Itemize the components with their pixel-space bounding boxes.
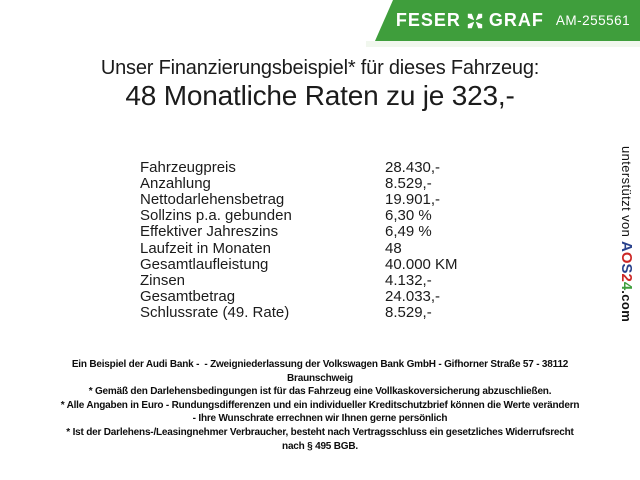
row-label: Gesamtbetrag [140, 288, 236, 306]
row-label: Anzahlung [140, 174, 211, 192]
vehicle-ref-number: AM-255561 [555, 13, 631, 28]
support-credit: unterstützt von AOS24.com [618, 146, 635, 322]
legal-line: Braunschweig [287, 372, 353, 384]
legal-notes: Ein Beispiel der Audi Bank - - Zweignied… [0, 358, 640, 453]
row-value: 4.132,- [385, 271, 432, 289]
table-row: Zinsen 4.132,- [140, 271, 490, 289]
aos24-logo-letter: 2 [618, 273, 635, 283]
table-row: Nettodarlehensbetrag 19.901,- [140, 190, 490, 208]
aos24-logo-letter: O [618, 252, 635, 264]
legal-line: nach § 495 BGB. [282, 440, 358, 452]
row-label: Nettodarlehensbetrag [140, 190, 285, 208]
table-row: Fahrzeugpreis 28.430,- [140, 158, 490, 176]
row-label: Effektiver Jahreszins [140, 223, 279, 241]
table-row: Anzahlung 8.529,- [140, 174, 490, 192]
brand-graf-label: GRAF [488, 10, 544, 30]
row-label: Zinsen [140, 271, 186, 289]
row-value: 24.033,- [385, 288, 441, 306]
row-value: 48 [385, 239, 402, 257]
headline-rate: 48 Monatliche Raten zu je 323,- [125, 80, 515, 111]
aos24-logo-letter: 4 [618, 282, 635, 291]
legal-line: Ein Beispiel der Audi Bank - - Zweignied… [71, 359, 569, 370]
table-row: Gesamtlaufleistung 40.000 KM [140, 255, 490, 273]
row-value: 8.529,- [385, 174, 432, 192]
row-label: Fahrzeugpreis [140, 158, 236, 176]
row-value: 6,49 % [385, 223, 432, 241]
aos24-logo: AOS24.com [618, 241, 635, 323]
legal-line: * Gemäß den Darlehensbedingungen ist für… [88, 386, 552, 398]
aos24-logo-suffix: .com [619, 290, 634, 323]
row-value: 19.901,- [385, 190, 441, 208]
aos24-logo-letter: S [618, 263, 635, 274]
row-value: 28.430,- [385, 158, 441, 176]
feser-graf-clover-icon [467, 13, 483, 29]
table-row: Sollzins p.a. gebunden 6,30 % [140, 207, 490, 225]
row-label: Schlussrate (49. Rate) [140, 304, 290, 322]
row-label: Sollzins p.a. gebunden [140, 207, 292, 225]
banner-underline [366, 41, 640, 47]
table-row: Gesamtbetrag 24.033,- [140, 288, 490, 306]
row-value: 8.529,- [385, 304, 432, 322]
row-value: 6,30 % [385, 207, 432, 225]
finance-table: Fahrzeugpreis 28.430,- Anzahlung 8.529,-… [140, 158, 490, 322]
table-row: Effektiver Jahreszins 6,49 % [140, 223, 490, 241]
legal-line: * Ist der Darlehens-/Leasingnehmer Verbr… [66, 426, 574, 438]
support-credit-prefix: unterstützt von [619, 146, 634, 242]
aos24-logo-letter: A [618, 241, 635, 253]
legal-line: * Alle Angaben in Euro - Rundungsdiffere… [60, 399, 580, 411]
headline-intro: Unser Finanzierungsbeispiel* für dieses … [100, 57, 540, 79]
brand-feser-label: FESER [395, 10, 461, 30]
brand-banner: FESER GRAF AM-255561 [375, 0, 640, 41]
row-label: Gesamtlaufleistung [140, 255, 269, 273]
row-value: 40.000 KM [385, 255, 458, 273]
table-row: Laufzeit in Monaten 48 [140, 239, 490, 257]
row-label: Laufzeit in Monaten [140, 239, 271, 257]
table-row: Schlussrate (49. Rate) 8.529,- [140, 304, 490, 322]
legal-line: - Ihre Wunschrate errechnen wir Ihnen ge… [192, 413, 448, 425]
